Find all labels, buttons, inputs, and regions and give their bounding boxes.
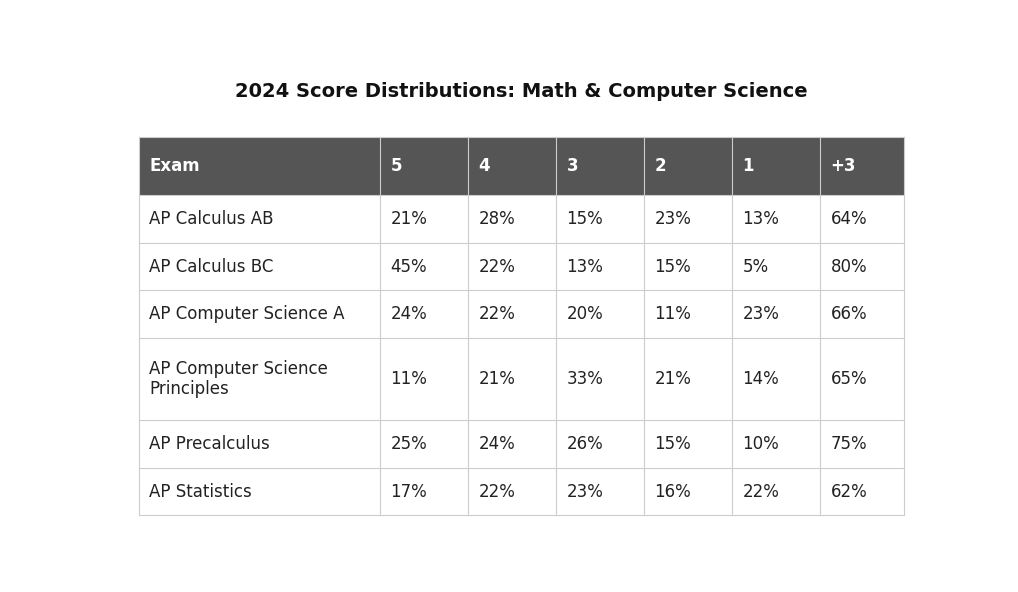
Bar xyxy=(644,420,732,468)
Bar xyxy=(821,468,904,516)
Text: 16%: 16% xyxy=(655,482,691,501)
Bar xyxy=(380,243,468,290)
Bar xyxy=(821,290,904,338)
Text: 21%: 21% xyxy=(391,210,428,228)
Bar xyxy=(139,137,380,195)
Bar xyxy=(380,420,468,468)
Bar xyxy=(468,195,556,243)
Bar xyxy=(139,420,380,468)
Text: 11%: 11% xyxy=(391,370,428,388)
Text: 13%: 13% xyxy=(742,210,780,228)
Text: 33%: 33% xyxy=(566,370,604,388)
Bar xyxy=(468,338,556,420)
Text: 23%: 23% xyxy=(655,210,691,228)
Bar xyxy=(732,137,821,195)
Text: Exam: Exam xyxy=(150,157,200,175)
Bar xyxy=(644,468,732,516)
Bar xyxy=(468,137,556,195)
Text: 3: 3 xyxy=(566,157,578,175)
Bar xyxy=(821,243,904,290)
Text: 28%: 28% xyxy=(478,210,515,228)
Text: AP Calculus BC: AP Calculus BC xyxy=(150,258,274,275)
Text: 66%: 66% xyxy=(831,305,867,323)
Text: 21%: 21% xyxy=(655,370,691,388)
Bar xyxy=(644,137,732,195)
Bar xyxy=(139,243,380,290)
Bar xyxy=(380,195,468,243)
Text: 25%: 25% xyxy=(391,435,428,453)
Bar xyxy=(644,243,732,290)
Bar xyxy=(732,338,821,420)
Bar xyxy=(556,338,644,420)
Bar xyxy=(821,420,904,468)
Bar xyxy=(468,290,556,338)
Text: 24%: 24% xyxy=(391,305,428,323)
Text: 17%: 17% xyxy=(391,482,428,501)
Bar xyxy=(139,338,380,420)
Text: 23%: 23% xyxy=(742,305,780,323)
Bar xyxy=(732,420,821,468)
Bar xyxy=(380,468,468,516)
Bar xyxy=(644,290,732,338)
Text: 22%: 22% xyxy=(742,482,780,501)
Text: 2024 Score Distributions: Math & Computer Science: 2024 Score Distributions: Math & Compute… xyxy=(235,82,808,101)
Bar xyxy=(556,468,644,516)
Text: 15%: 15% xyxy=(566,210,604,228)
Text: 15%: 15% xyxy=(655,435,691,453)
Text: AP Precalculus: AP Precalculus xyxy=(150,435,270,453)
Text: 22%: 22% xyxy=(478,305,515,323)
Bar xyxy=(821,338,904,420)
Text: 11%: 11% xyxy=(655,305,691,323)
Text: 13%: 13% xyxy=(566,258,604,275)
Text: 62%: 62% xyxy=(831,482,867,501)
Bar xyxy=(556,290,644,338)
Text: AP Computer Science
Principles: AP Computer Science Principles xyxy=(150,360,328,398)
Text: 45%: 45% xyxy=(391,258,427,275)
Bar xyxy=(380,338,468,420)
Bar xyxy=(821,195,904,243)
Bar xyxy=(556,195,644,243)
Text: AP Computer Science A: AP Computer Science A xyxy=(150,305,345,323)
Bar xyxy=(468,243,556,290)
Text: 80%: 80% xyxy=(831,258,867,275)
Text: 5: 5 xyxy=(391,157,402,175)
Bar xyxy=(556,137,644,195)
Text: 64%: 64% xyxy=(831,210,867,228)
Text: 26%: 26% xyxy=(566,435,604,453)
Bar xyxy=(468,468,556,516)
Text: 24%: 24% xyxy=(478,435,515,453)
Bar xyxy=(139,468,380,516)
Bar xyxy=(732,195,821,243)
Text: 22%: 22% xyxy=(478,482,515,501)
Text: 10%: 10% xyxy=(742,435,779,453)
Bar xyxy=(380,137,468,195)
Bar xyxy=(556,243,644,290)
Bar xyxy=(732,290,821,338)
Text: 15%: 15% xyxy=(655,258,691,275)
Bar xyxy=(139,195,380,243)
Text: 22%: 22% xyxy=(478,258,515,275)
Text: 65%: 65% xyxy=(831,370,867,388)
Bar xyxy=(380,290,468,338)
Text: AP Calculus AB: AP Calculus AB xyxy=(150,210,274,228)
Bar xyxy=(644,338,732,420)
Bar xyxy=(468,420,556,468)
Text: 2: 2 xyxy=(655,157,666,175)
Bar xyxy=(732,468,821,516)
Bar xyxy=(821,137,904,195)
Text: 5%: 5% xyxy=(742,258,769,275)
Text: +3: +3 xyxy=(831,157,856,175)
Bar xyxy=(556,420,644,468)
Text: 20%: 20% xyxy=(566,305,604,323)
Bar xyxy=(139,290,380,338)
Text: 1: 1 xyxy=(742,157,754,175)
Text: 23%: 23% xyxy=(566,482,604,501)
Text: 75%: 75% xyxy=(831,435,867,453)
Text: 14%: 14% xyxy=(742,370,779,388)
Text: 21%: 21% xyxy=(478,370,515,388)
Bar xyxy=(644,195,732,243)
Text: 4: 4 xyxy=(478,157,490,175)
Text: AP Statistics: AP Statistics xyxy=(150,482,252,501)
Bar xyxy=(732,243,821,290)
